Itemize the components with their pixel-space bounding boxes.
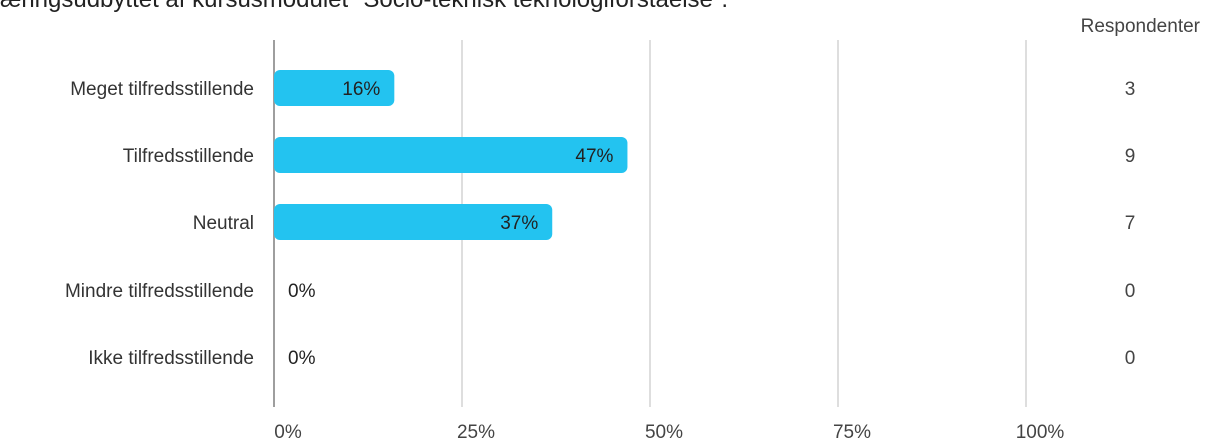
- x-tick-label: 100%: [1016, 422, 1065, 441]
- respondents-header: Respondenter: [1081, 16, 1201, 37]
- category-label: Meget tilfredsstillende: [70, 79, 254, 100]
- value-label: 16%: [342, 79, 380, 100]
- category-label: Ikke tilfredsstillende: [88, 348, 254, 369]
- bar: [274, 137, 628, 173]
- category-label: Tilfredsstillende: [123, 146, 254, 167]
- respondent-count: 0: [1125, 348, 1136, 369]
- value-label: 0%: [288, 348, 316, 369]
- respondent-count: 7: [1125, 213, 1136, 234]
- respondent-count: 0: [1125, 281, 1136, 302]
- category-label: Neutral: [193, 213, 254, 234]
- chart-title: æringsudbyttet af kursusmodulet "Socio-t…: [0, 0, 728, 14]
- category-label: Mindre tilfredsstillende: [65, 281, 254, 302]
- respondent-count: 3: [1125, 79, 1136, 100]
- x-tick-label: 50%: [645, 422, 683, 441]
- x-tick-label: 75%: [833, 422, 871, 441]
- respondent-count: 9: [1125, 146, 1136, 167]
- bar: [274, 204, 553, 240]
- x-tick-label: 25%: [457, 422, 495, 441]
- value-label: 0%: [288, 281, 316, 302]
- value-label: 37%: [500, 213, 538, 234]
- bar: [274, 70, 395, 106]
- x-tick-label: 0%: [274, 422, 302, 441]
- value-label: 47%: [575, 146, 613, 167]
